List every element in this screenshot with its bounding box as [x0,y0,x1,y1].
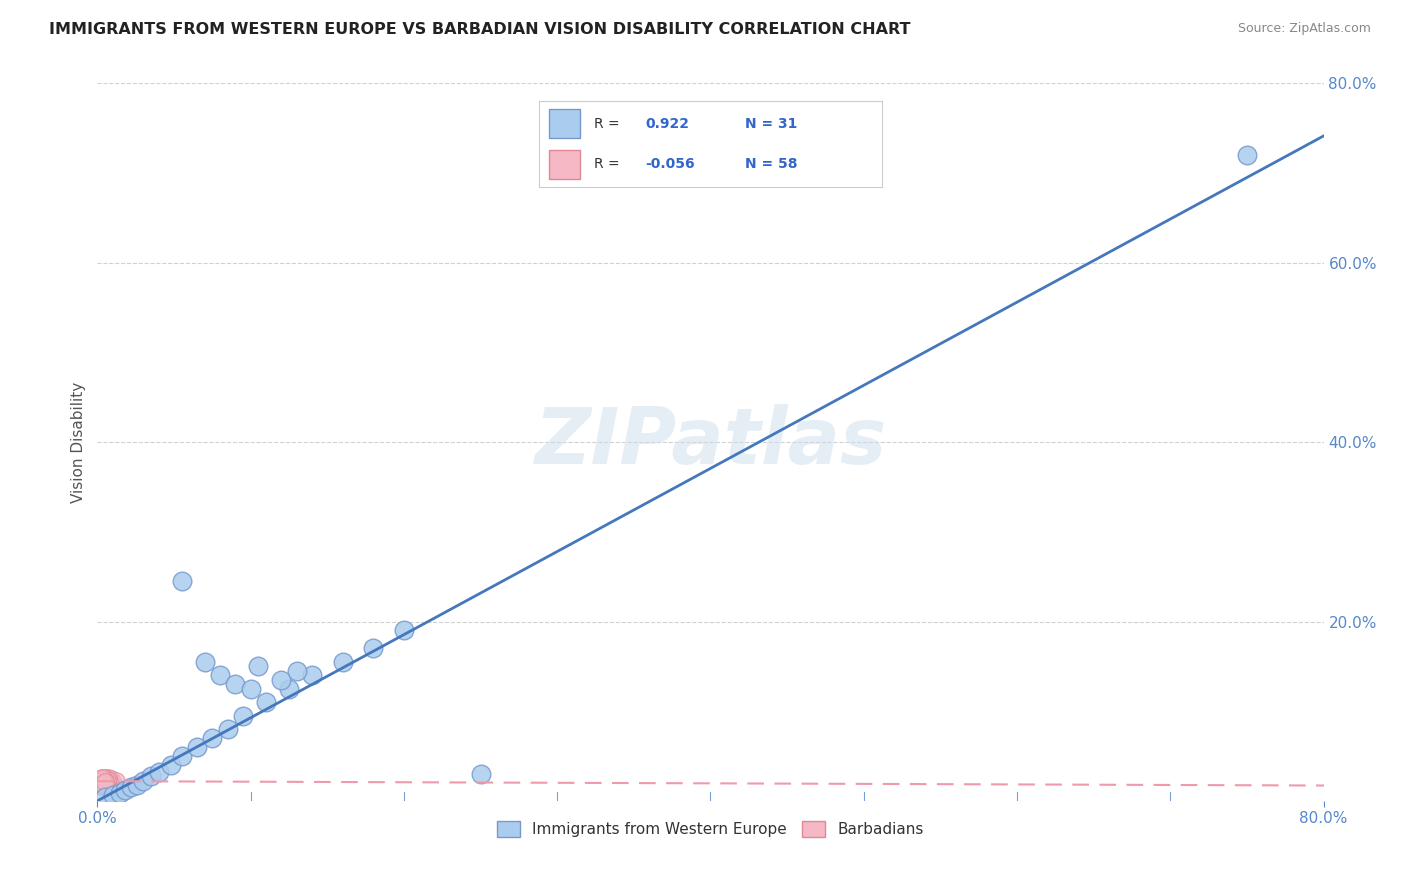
Point [93,776,115,790]
Point [96,773,118,788]
Point [332,655,354,669]
Point [94,772,117,786]
Point [224,677,246,691]
Point [110,786,132,800]
Point [247,659,270,673]
Point [96,780,118,794]
Point [96,780,118,794]
Point [94,774,117,789]
Point [89,775,111,789]
Point [91,772,114,786]
Point [232,708,254,723]
Point [470,767,492,781]
Point [301,668,323,682]
Point [94,774,117,789]
Point [120,780,142,795]
Point [208,668,231,682]
Point [91,773,114,788]
Point [96,775,118,789]
Point [101,789,124,803]
Point [1236,148,1258,162]
Point [160,758,183,772]
Point [127,778,149,792]
Point [94,778,117,792]
Y-axis label: Vision Disability: Vision Disability [72,382,86,503]
Point [89,774,111,789]
Point [98,778,121,792]
Point [96,774,118,789]
Point [100,776,122,790]
Point [94,777,117,791]
Point [93,778,115,792]
Text: ZIPatlas: ZIPatlas [534,404,887,480]
Point [89,777,111,791]
Point [97,779,120,793]
Point [278,681,301,696]
Point [186,740,208,755]
Point [96,774,118,789]
Point [93,775,115,789]
Point [254,695,277,709]
Text: Source: ZipAtlas.com: Source: ZipAtlas.com [1237,22,1371,36]
Point [91,778,114,792]
Point [103,779,125,793]
Point [87,776,110,790]
Point [285,664,308,678]
Text: IMMIGRANTS FROM WESTERN EUROPE VS BARBADIAN VISION DISABILITY CORRELATION CHART: IMMIGRANTS FROM WESTERN EUROPE VS BARBAD… [49,22,911,37]
Point [93,779,115,793]
Point [94,776,117,790]
Point [170,749,193,764]
Point [132,774,155,789]
Point [170,574,193,589]
Point [91,774,114,789]
Point [97,777,120,791]
Point [96,773,118,788]
Point [100,772,122,787]
Legend: Immigrants from Western Europe, Barbadians: Immigrants from Western Europe, Barbadia… [491,815,929,844]
Point [98,774,121,789]
Point [392,624,415,638]
Point [93,773,115,788]
Point [148,765,170,780]
Point [91,772,114,787]
Point [93,778,115,792]
Point [239,681,262,696]
Point [101,778,124,792]
Point [194,655,217,669]
Point [94,780,117,794]
Point [201,731,224,745]
Point [97,775,120,789]
Point [139,769,162,783]
Point [94,777,117,791]
Point [93,777,115,791]
Point [91,778,114,792]
Point [89,776,111,790]
Point [361,641,384,656]
Point [104,774,127,789]
Point [93,776,115,790]
Point [93,777,115,791]
Point [270,673,292,687]
Point [217,722,239,736]
Point [94,779,117,793]
Point [91,772,114,786]
Point [91,775,114,789]
Point [91,779,114,793]
Point [93,775,115,789]
Point [98,777,121,791]
Point [93,777,115,791]
Point [97,772,120,786]
Point [93,774,115,789]
Point [94,775,117,789]
Point [91,773,114,788]
Point [94,773,117,788]
Point [94,790,117,805]
Point [114,783,136,797]
Point [101,776,124,790]
